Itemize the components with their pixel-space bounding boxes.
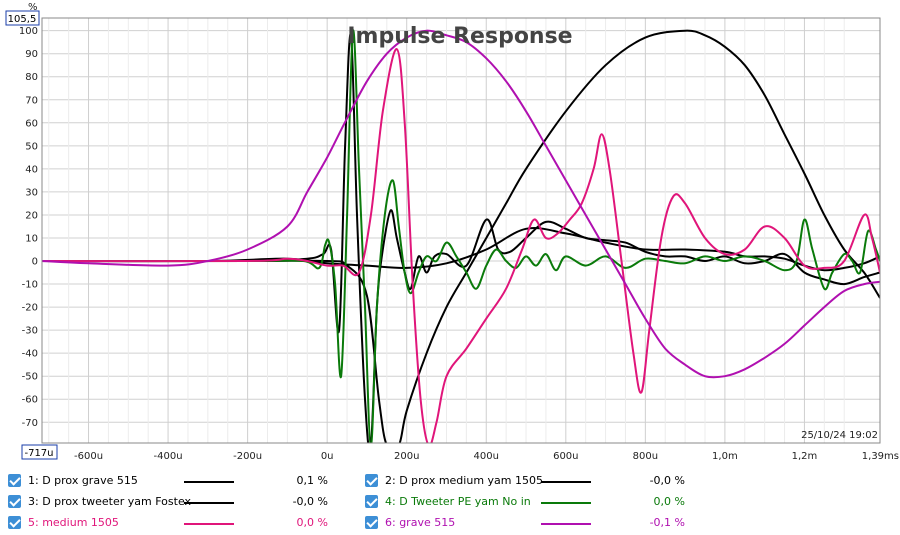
- legend-label: 3: D prox tweeter yam Fostex: [28, 495, 192, 508]
- impulse-response-chart: % Impulse Response 100908070605040302010…: [5, 2, 899, 462]
- y-tick-label: -70: [22, 418, 38, 429]
- legend: 1: D prox grave 515 0,1 % 2: D prox medi…: [0, 463, 900, 535]
- y-tick-label: 90: [25, 49, 38, 60]
- checkbox-checked-icon[interactable]: [365, 474, 378, 487]
- x-tick-label: 0u: [321, 451, 334, 462]
- y-tick-label: 0: [32, 257, 38, 268]
- y-tick-label: -60: [22, 395, 38, 406]
- series-line-6: [42, 29, 880, 379]
- series-line-4: [42, 29, 880, 443]
- y-tick-label: 70: [25, 95, 38, 106]
- series-line-3: [42, 33, 880, 443]
- legend-value: 0,0 %: [653, 495, 685, 508]
- legend-label: 4: D Tweeter PE yam No in: [385, 495, 531, 508]
- x-tick-label: 1,39ms: [862, 451, 899, 462]
- legend-item-5[interactable]: 5: medium 1505 0,0 %: [8, 515, 338, 533]
- x-tick-label: 400u: [474, 451, 499, 462]
- y-tick-label: 80: [25, 72, 38, 83]
- checkbox-checked-icon[interactable]: [365, 495, 378, 508]
- legend-label: 6: grave 515: [385, 516, 456, 529]
- legend-line-swatch: [541, 523, 591, 525]
- legend-value: -0,0 %: [292, 495, 328, 508]
- x-tick-label: -400u: [154, 451, 183, 462]
- x-tick-label: 200u: [394, 451, 419, 462]
- plot-frame: [41, 17, 881, 444]
- x-axis-ticks: -600u -400u -200u 0u 200u 400u 600u 800u 1,0m 1,2…: [74, 451, 899, 462]
- legend-item-2[interactable]: 2: D prox medium yam 1505 -0,0 %: [365, 473, 695, 491]
- x-tick-label: 1,0m: [712, 451, 738, 462]
- legend-line-swatch: [541, 502, 591, 504]
- y-tick-label: -40: [22, 349, 38, 360]
- legend-item-6[interactable]: 6: grave 515 -0,1 %: [365, 515, 695, 533]
- legend-value: -0,1 %: [649, 516, 685, 529]
- x-tick-label: -600u: [74, 451, 103, 462]
- checkbox-checked-icon[interactable]: [8, 474, 21, 487]
- legend-line-swatch: [184, 502, 234, 504]
- y-tick-label: 40: [25, 164, 38, 175]
- x-tick-label: -200u: [233, 451, 262, 462]
- y-tick-label: 60: [25, 118, 38, 129]
- legend-item-1[interactable]: 1: D prox grave 515 0,1 %: [8, 473, 338, 491]
- y-top-value: 105,5: [8, 14, 37, 25]
- legend-line-swatch: [541, 481, 591, 483]
- x-tick-label: 800u: [633, 451, 658, 462]
- legend-label: 5: medium 1505: [28, 516, 119, 529]
- checkbox-checked-icon[interactable]: [8, 516, 21, 529]
- y-tick-label: 100: [19, 26, 38, 37]
- legend-label: 2: D prox medium yam 1505: [385, 474, 543, 487]
- legend-line-swatch: [184, 481, 234, 483]
- legend-line-swatch: [184, 523, 234, 525]
- y-tick-label: 30: [25, 187, 38, 198]
- y-top-box[interactable]: [5, 10, 40, 26]
- grid: [42, 18, 880, 443]
- y-tick-label: -20: [22, 303, 38, 314]
- chart-title: Impulse Response: [347, 24, 572, 49]
- y-tick-label: -30: [22, 326, 38, 337]
- y-unit-label: %: [28, 2, 38, 13]
- series-lines: [42, 29, 880, 443]
- x-tick-label: 600u: [553, 451, 578, 462]
- y-tick-label: 10: [25, 233, 38, 244]
- legend-item-3[interactable]: 3: D prox tweeter yam Fostex -0,0 %: [8, 494, 338, 512]
- series-line-5: [42, 48, 880, 443]
- x-tick-label: 1,2m: [792, 451, 818, 462]
- series-line-2: [42, 29, 880, 443]
- legend-item-4[interactable]: 4: D Tweeter PE yam No in 0,0 %: [365, 494, 695, 512]
- y-tick-label: 20: [25, 210, 38, 221]
- timestamp: 25/10/24 19:02: [801, 430, 878, 441]
- legend-value: -0,0 %: [649, 474, 685, 487]
- x-left-box[interactable]: [21, 444, 58, 460]
- legend-value: 0,1 %: [296, 474, 328, 487]
- legend-value: 0,0 %: [296, 516, 328, 529]
- y-tick-label: -10: [22, 280, 38, 291]
- checkbox-checked-icon[interactable]: [8, 495, 21, 508]
- checkbox-checked-icon[interactable]: [365, 516, 378, 529]
- y-tick-label: 50: [25, 141, 38, 152]
- y-tick-label: -50: [22, 372, 38, 383]
- legend-label: 1: D prox grave 515: [28, 474, 138, 487]
- x-left-value: -717u: [24, 448, 53, 459]
- y-axis-ticks: 1009080706050403020100-10-20-30-40-50-60…: [19, 26, 38, 429]
